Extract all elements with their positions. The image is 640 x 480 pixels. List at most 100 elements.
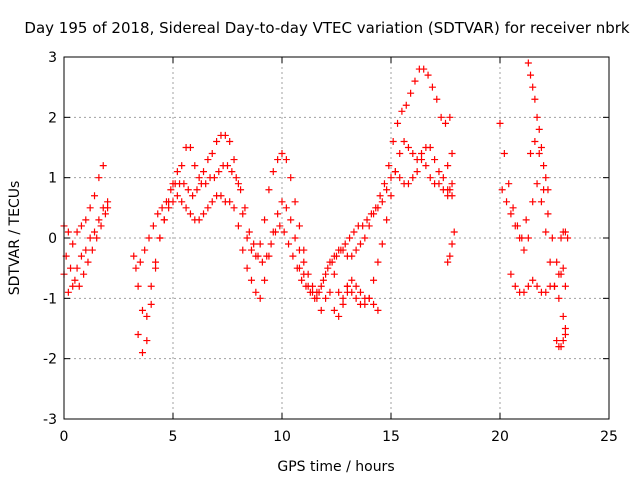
data-point xyxy=(285,240,293,248)
series-trace-q xyxy=(557,228,572,242)
data-point xyxy=(271,228,279,236)
data-point xyxy=(511,282,519,290)
data-point xyxy=(533,282,541,290)
data-point xyxy=(173,192,181,200)
data-point xyxy=(291,234,299,242)
data-point xyxy=(261,276,269,284)
data-point xyxy=(145,234,153,242)
data-point xyxy=(73,264,81,272)
y-tick-label: 2 xyxy=(48,110,57,126)
data-point xyxy=(138,349,146,357)
data-point xyxy=(527,71,535,79)
data-point xyxy=(537,144,545,151)
data-point xyxy=(274,156,282,164)
data-point xyxy=(507,270,515,278)
data-point xyxy=(134,282,142,290)
y-tick-label: 0 xyxy=(48,231,57,247)
data-point xyxy=(143,312,151,320)
data-point xyxy=(295,222,303,230)
data-point xyxy=(420,65,428,73)
data-point xyxy=(431,156,439,164)
data-point xyxy=(204,204,212,212)
data-point xyxy=(330,306,338,314)
data-point xyxy=(237,186,245,194)
data-point xyxy=(330,252,338,260)
data-point xyxy=(409,150,417,158)
data-point xyxy=(365,222,373,230)
data-point xyxy=(376,192,384,200)
data-point xyxy=(204,156,212,164)
data-point xyxy=(202,180,210,188)
data-point xyxy=(411,77,419,85)
y-tick-label: -2 xyxy=(43,352,57,368)
data-point xyxy=(258,258,266,266)
data-point xyxy=(537,198,545,206)
data-point xyxy=(104,198,112,206)
data-point xyxy=(182,204,190,212)
y-axis-label: SDTVAR / TECUs xyxy=(7,181,23,296)
data-point xyxy=(356,288,364,296)
data-point xyxy=(267,240,275,248)
data-point xyxy=(86,234,94,242)
data-point xyxy=(413,168,421,176)
data-point xyxy=(531,137,539,145)
data-point xyxy=(389,137,397,145)
data-point xyxy=(232,174,240,182)
data-point xyxy=(348,288,356,296)
data-point xyxy=(241,204,249,212)
data-point xyxy=(95,216,103,224)
data-point xyxy=(507,210,515,218)
data-point xyxy=(531,95,539,103)
data-point xyxy=(352,294,360,302)
data-point xyxy=(221,131,229,139)
data-point xyxy=(326,288,334,296)
y-tick-label: -1 xyxy=(43,291,57,307)
data-point xyxy=(180,180,188,188)
data-point xyxy=(533,180,541,188)
data-point xyxy=(356,240,364,248)
data-point xyxy=(339,300,347,308)
data-point xyxy=(256,294,264,302)
plot-frame xyxy=(63,56,610,420)
data-point xyxy=(298,276,306,284)
data-point xyxy=(300,270,308,278)
data-point xyxy=(424,71,432,79)
data-point xyxy=(254,252,262,260)
data-point xyxy=(278,198,286,206)
data-point xyxy=(361,300,369,308)
data-point xyxy=(435,180,443,188)
data-point xyxy=(407,89,415,97)
data-point xyxy=(189,192,197,200)
data-point xyxy=(505,180,513,188)
data-point xyxy=(132,264,140,272)
data-point xyxy=(99,162,107,170)
data-point xyxy=(396,174,404,182)
data-point xyxy=(365,294,373,302)
data-point xyxy=(448,192,456,200)
data-point xyxy=(317,282,325,290)
data-point xyxy=(93,234,101,242)
data-point xyxy=(370,300,378,308)
data-point xyxy=(343,282,351,290)
series-trace-g xyxy=(295,156,456,296)
data-point xyxy=(88,246,96,254)
data-point xyxy=(553,337,561,345)
data-point xyxy=(446,186,454,194)
data-point xyxy=(82,246,90,254)
data-point xyxy=(402,101,410,109)
data-point xyxy=(243,264,251,272)
data-point xyxy=(529,276,537,284)
data-point xyxy=(282,156,290,164)
data-point xyxy=(352,282,360,290)
data-point xyxy=(426,174,434,182)
data-point xyxy=(178,162,186,170)
data-point xyxy=(91,192,99,200)
data-point xyxy=(217,192,225,200)
data-point xyxy=(448,240,456,248)
data-point xyxy=(86,204,94,212)
data-point xyxy=(97,222,105,230)
x-tick-label: 0 xyxy=(60,429,69,445)
axis-ticks: 0 5 10 15 20 25 -3 -2 -1 0 1 2 3 xyxy=(43,50,618,445)
data-point xyxy=(348,276,356,284)
data-point xyxy=(433,95,441,103)
